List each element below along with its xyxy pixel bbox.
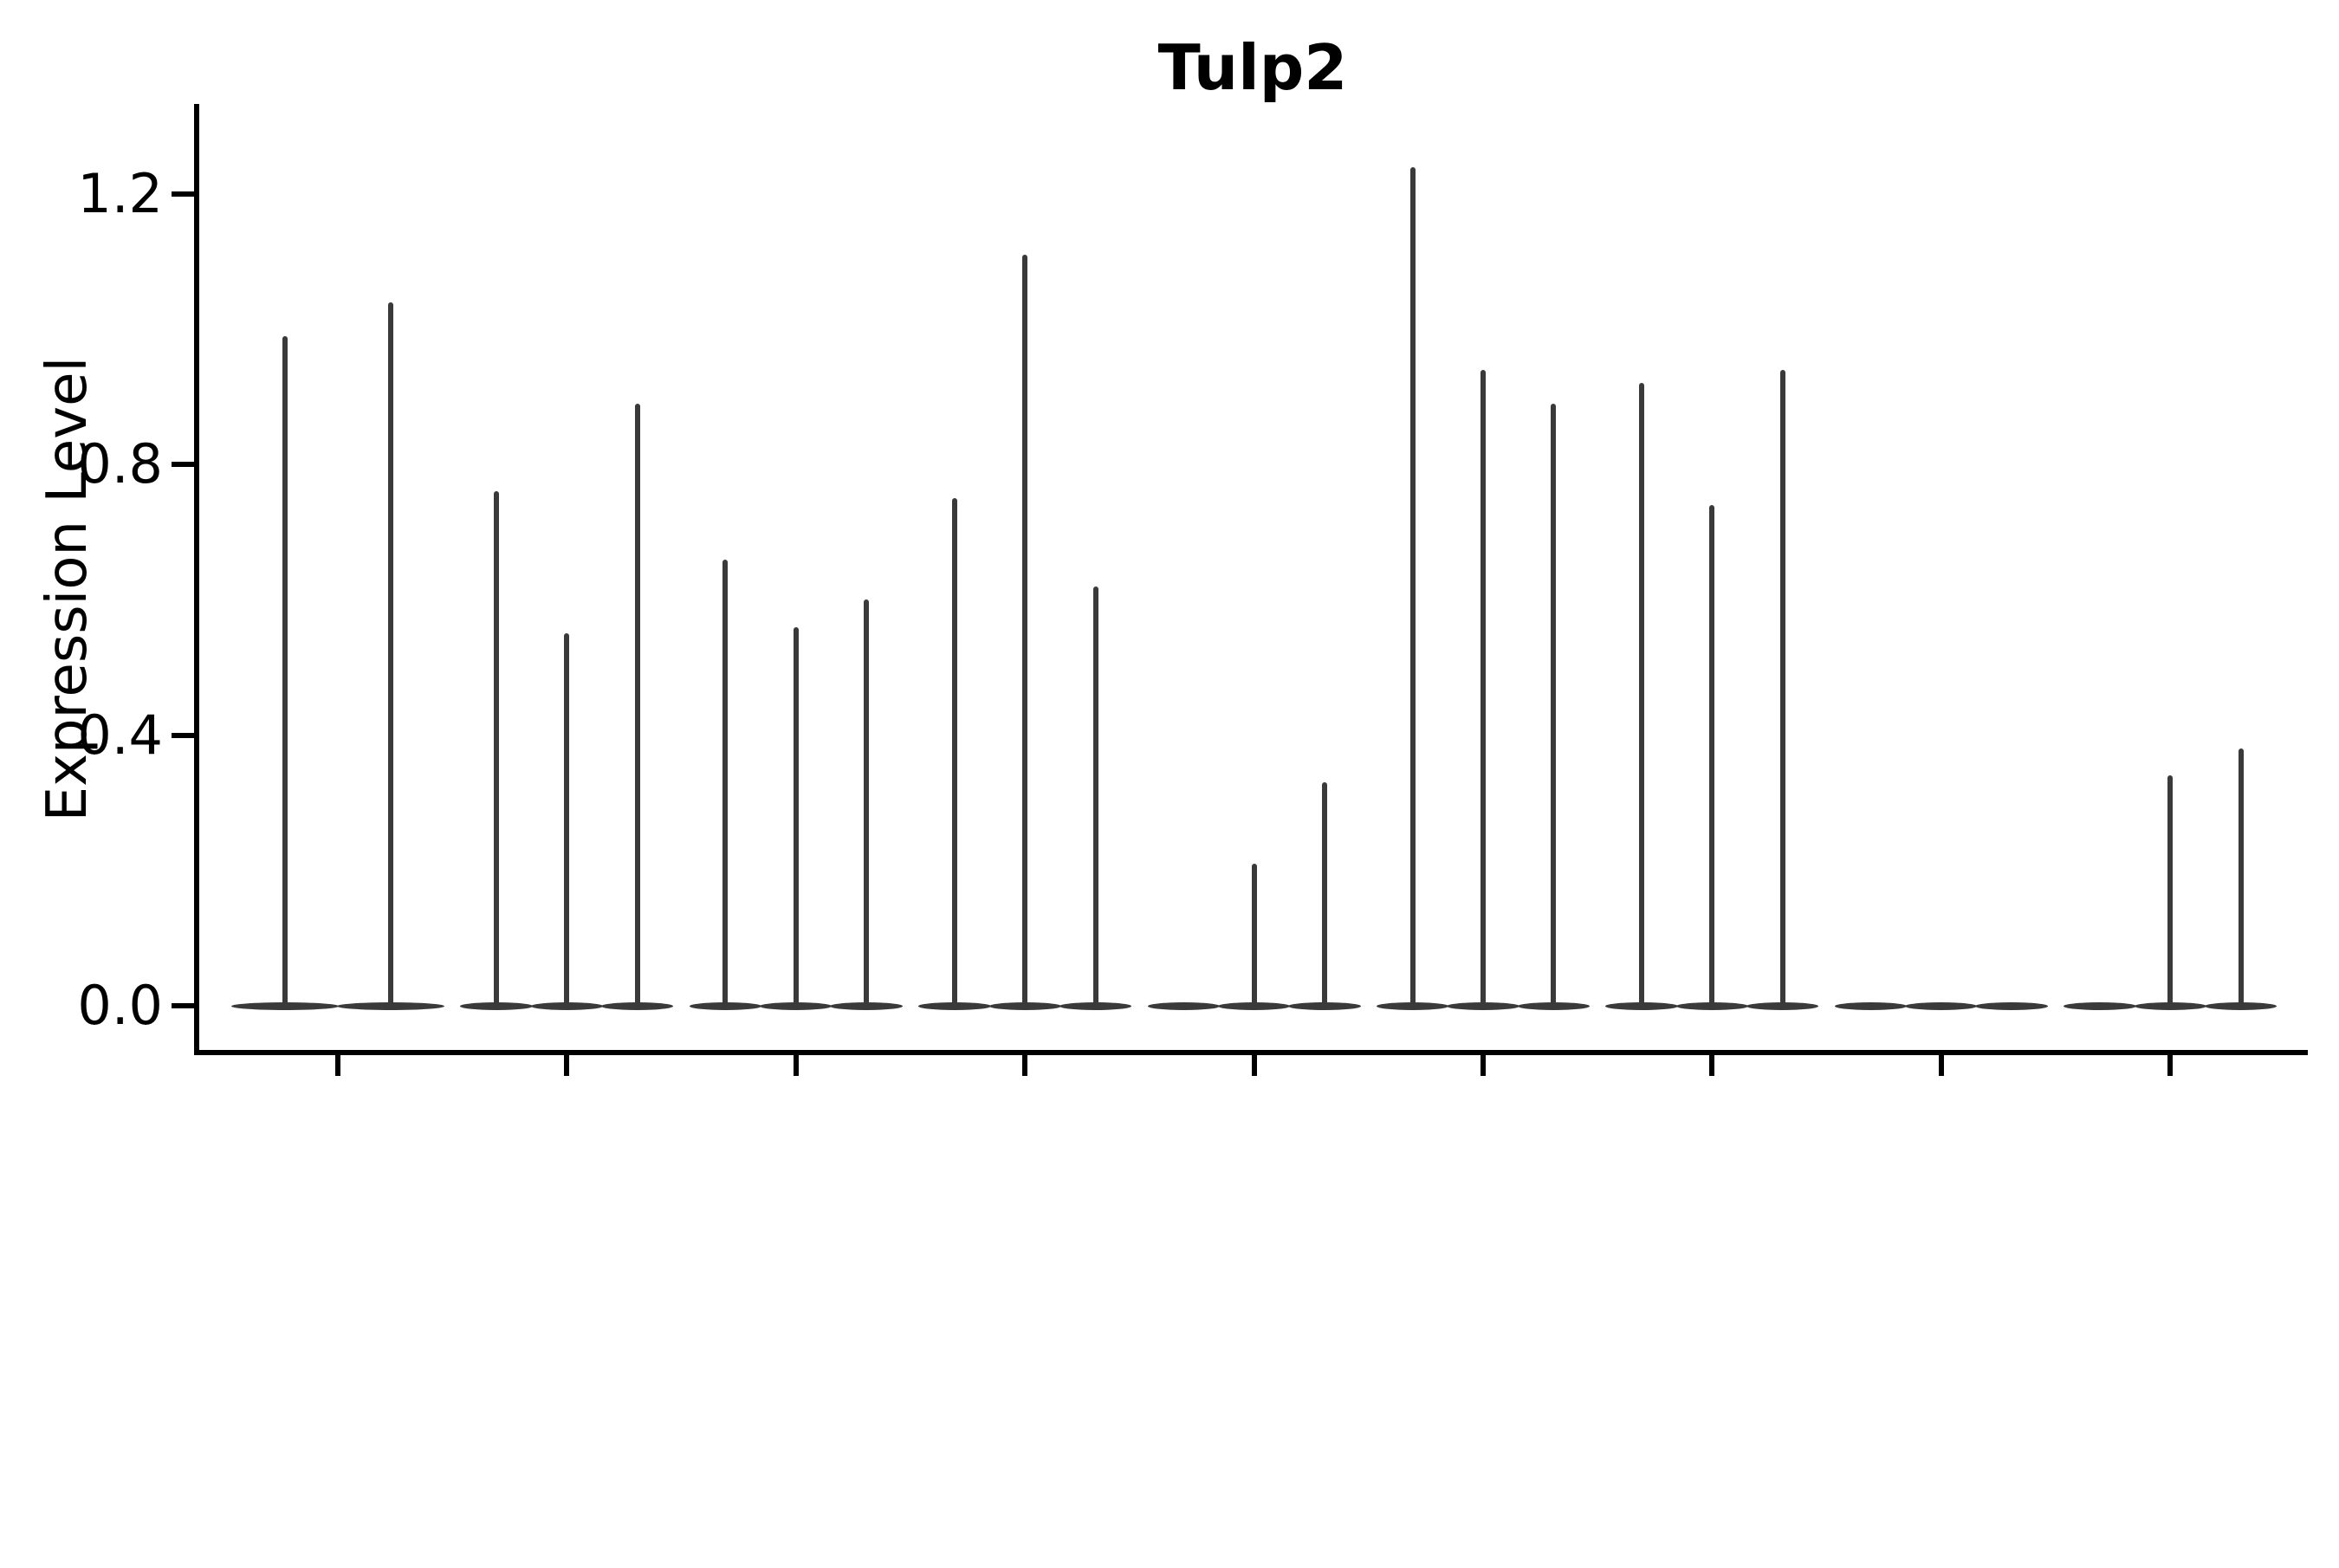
violin-baseline [988,1002,1061,1010]
y-axis-spine [194,104,199,1055]
violin-spike [1779,369,1785,1006]
violin-spike [1321,782,1327,1006]
x-axis-spine [194,1050,2308,1055]
y-tick-label: 0.4 [77,703,163,767]
violin-baseline [1059,1002,1132,1010]
violin-baseline [2204,1002,2277,1010]
violin-spike [1022,255,1028,1006]
violin-spike [1092,586,1098,1006]
violin-baseline [2064,1002,2136,1010]
violin-baseline [1975,1002,2048,1010]
violin-spike [2167,775,2174,1006]
x-tick [1251,1050,1257,1076]
violin-spike [1709,505,1715,1006]
violin-baseline [830,1002,903,1010]
x-tick [1481,1050,1486,1076]
violin-spike [494,491,500,1006]
violin-baseline [337,1002,444,1010]
x-tick [1938,1050,1944,1076]
violin-baseline [1147,1002,1220,1010]
x-tick [1022,1050,1028,1076]
violin-baseline [1377,1002,1449,1010]
violin-baseline [1605,1002,1678,1010]
chart-title: Tulp2 [1157,31,1348,104]
y-tick [172,732,194,738]
violin-spike [1639,383,1645,1006]
violin-spike [864,599,870,1006]
violin-spike [951,498,957,1006]
x-tick [2167,1050,2174,1076]
violin-baseline [760,1002,833,1010]
x-tick [564,1050,570,1076]
x-tick [793,1050,799,1076]
violin-baseline [1517,1002,1590,1010]
violin-baseline [2134,1002,2206,1010]
y-tick-label: 0.0 [77,974,163,1037]
violin-baseline [1217,1002,1291,1010]
violin-spike [282,335,288,1006]
violin-baseline [689,1002,762,1010]
violin-baseline [918,1002,991,1010]
violin-baseline [1905,1002,1978,1010]
violin-spike [388,301,393,1006]
x-tick [1709,1050,1715,1076]
x-tick [335,1050,340,1076]
violin-baseline [601,1002,674,1010]
violin-spike [793,626,799,1006]
violin-baseline [530,1002,604,1010]
violin-spike [564,633,570,1006]
violin-spike [722,559,729,1006]
y-tick-label: 0.8 [77,432,163,496]
violin-spike [1551,403,1557,1006]
violin-baseline [460,1002,533,1010]
y-tick [172,462,194,468]
y-tick-label: 1.2 [77,161,163,225]
violin-spike [2238,748,2244,1006]
violin-baseline [1834,1002,1908,1010]
violin-spike [1251,863,1257,1006]
violin-spike [1409,166,1416,1006]
violin-baseline [1746,1002,1819,1010]
violin-baseline [1447,1002,1519,1010]
violin-spike [634,403,640,1006]
violin-spike [1481,369,1486,1006]
violin-baseline [1675,1002,1749,1010]
y-tick [172,191,194,197]
violin-baseline [1288,1002,1361,1010]
y-tick [172,1003,194,1008]
violin-baseline [231,1002,339,1010]
